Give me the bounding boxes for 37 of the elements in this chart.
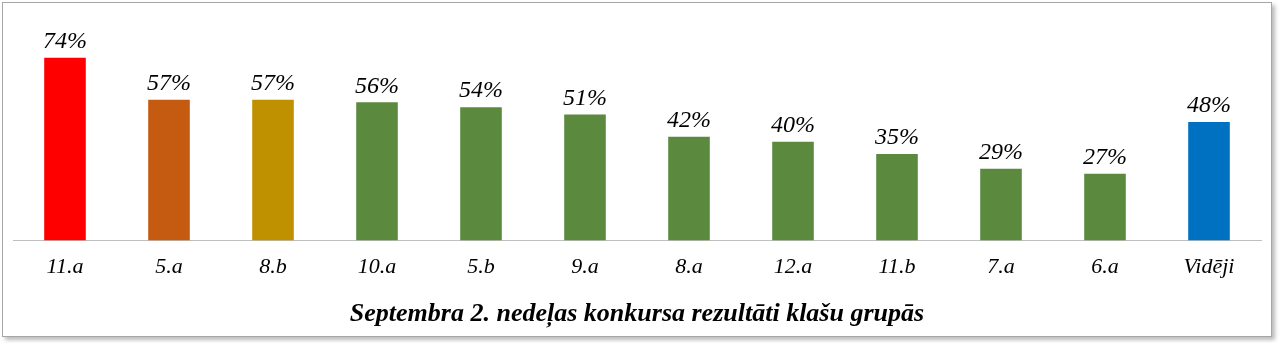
x-tick-label: 11.a	[46, 253, 84, 279]
x-tick-label: 7.a	[987, 253, 1015, 279]
x-tick-label: 12.a	[773, 253, 813, 279]
data-label: 35%	[874, 123, 919, 150]
bar	[44, 57, 86, 241]
data-label: 48%	[1187, 91, 1231, 118]
bar	[668, 136, 710, 241]
x-tick-label: 6.a	[1091, 253, 1119, 279]
bar	[1084, 173, 1126, 241]
x-tick-label: 5.b	[467, 253, 495, 279]
data-label: 27%	[1083, 143, 1127, 170]
x-tick-label: 8.b	[259, 253, 287, 279]
data-label: 51%	[563, 83, 607, 110]
text: Septembra 2. nedeļas konkursa rezultāti klašu grupās	[349, 298, 925, 329]
data-label: 57%	[251, 69, 295, 96]
data-label: 42%	[667, 106, 711, 133]
x-tick-label: 9.a	[571, 253, 599, 279]
x-tick-label: 11.b	[878, 253, 916, 279]
bar	[564, 114, 606, 241]
x-tick-label: 8.a	[675, 253, 703, 279]
bar	[460, 107, 502, 241]
data-label: 40%	[771, 111, 815, 138]
data-label: 57%	[147, 69, 191, 96]
x-tick-label: 10.a	[357, 253, 397, 279]
data-label: 74%	[43, 27, 87, 54]
data-label: 29%	[979, 138, 1023, 165]
bar	[1188, 121, 1230, 241]
x-tick-label: 5.a	[155, 253, 183, 279]
x-tick-label: Vidēji	[1183, 253, 1235, 279]
bar	[980, 168, 1022, 241]
bar	[876, 154, 918, 241]
bar	[252, 99, 294, 241]
bar	[356, 102, 398, 241]
bar	[148, 99, 190, 241]
bar	[772, 141, 814, 241]
data-label: 54%	[459, 76, 503, 103]
data-label: 56%	[355, 71, 399, 98]
